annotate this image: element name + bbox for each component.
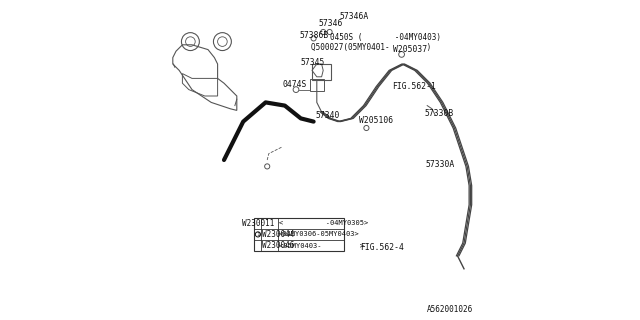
Text: 57346A: 57346A <box>339 12 369 21</box>
Text: 0474S: 0474S <box>283 80 307 89</box>
Bar <box>312 64 332 80</box>
Text: 57346: 57346 <box>319 19 343 28</box>
Text: 57330A: 57330A <box>426 160 455 169</box>
Text: 0450S (       -04MY0403): 0450S ( -04MY0403) <box>330 33 440 42</box>
Text: 57340: 57340 <box>316 111 340 120</box>
Text: A562001026: A562001026 <box>428 305 474 314</box>
Text: FIG.562-4: FIG.562-4 <box>360 244 404 252</box>
Text: W230046: W230046 <box>262 241 295 250</box>
Text: FIG.562-1: FIG.562-1 <box>392 82 436 91</box>
Text: 57345: 57345 <box>300 58 324 67</box>
Text: <05MY0403-         >: <05MY0403- > <box>279 243 364 249</box>
Bar <box>310 79 324 91</box>
Text: Q500027(05MY0401-        ): Q500027(05MY0401- ) <box>311 43 431 52</box>
Text: 57386B: 57386B <box>300 31 328 40</box>
Text: 1: 1 <box>256 232 260 237</box>
Text: W205106: W205106 <box>360 116 394 124</box>
Text: W205037: W205037 <box>393 45 427 54</box>
Text: 57330B: 57330B <box>424 109 454 118</box>
Text: W230011: W230011 <box>242 219 274 228</box>
Bar <box>254 218 344 251</box>
Text: <          -04MY0305>: < -04MY0305> <box>279 220 368 226</box>
Text: W230044: W230044 <box>262 230 295 239</box>
Text: <04MY0306-05MY0403>: <04MY0306-05MY0403> <box>279 231 360 237</box>
